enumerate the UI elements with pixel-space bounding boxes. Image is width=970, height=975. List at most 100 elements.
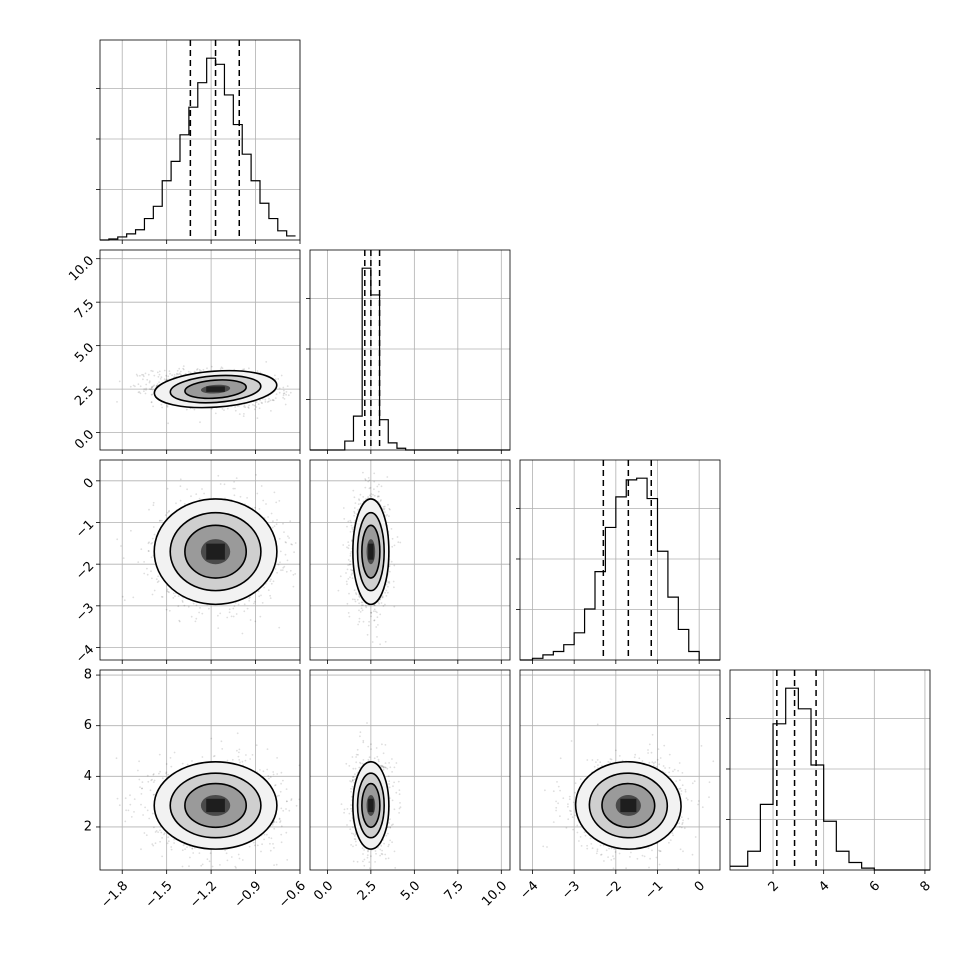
scatter-point [374, 495, 376, 497]
scatter-point [140, 385, 142, 387]
scatter-point [357, 624, 359, 626]
scatter-point [120, 545, 122, 547]
scatter-point [164, 370, 166, 372]
scatter-point [237, 732, 239, 734]
scatter-point [382, 595, 384, 597]
scatter-point [200, 370, 202, 372]
scatter-point [134, 798, 136, 800]
scatter-point [159, 374, 161, 376]
scatter-point [287, 385, 289, 387]
scatter-point [153, 375, 155, 377]
scatter-point [374, 609, 376, 611]
scatter-point [122, 596, 124, 598]
scatter-point [170, 757, 172, 759]
scatter-point [161, 407, 163, 409]
scatter-point [285, 404, 287, 406]
scatter-point [157, 383, 159, 385]
scatter-point [236, 477, 238, 479]
scatter-point [286, 571, 288, 573]
scatter-point [349, 520, 351, 522]
scatter-point [188, 865, 190, 867]
scatter-point [362, 609, 364, 611]
scatter-point [151, 394, 153, 396]
scatter-point [140, 392, 142, 394]
scatter-point [270, 410, 272, 412]
scatter-point [254, 845, 256, 847]
scatter-point [350, 531, 352, 533]
scatter-point [279, 392, 281, 394]
scatter-point [387, 592, 389, 594]
scatter-point [152, 594, 154, 596]
scatter-point [229, 608, 231, 610]
scatter-point [182, 849, 184, 851]
scatter-point [180, 500, 182, 502]
scatter-point [354, 507, 356, 509]
scatter-point [244, 404, 246, 406]
scatter-point [365, 605, 367, 607]
scatter-point [153, 504, 155, 506]
scatter-point [346, 583, 348, 585]
scatter-point [243, 413, 245, 415]
scatter-point [362, 472, 364, 474]
scatter-point [224, 850, 226, 852]
scatter-point [239, 762, 241, 764]
scatter-point [143, 388, 145, 390]
scatter-point [219, 864, 221, 866]
scatter-point [162, 596, 164, 598]
scatter-point [151, 387, 153, 389]
scatter-point [240, 496, 242, 498]
scatter-point [376, 486, 378, 488]
scatter-point [195, 618, 197, 620]
scatter-point [276, 523, 278, 525]
scatter-point [158, 376, 160, 378]
scatter-point [262, 602, 264, 604]
scatter-point [347, 569, 349, 571]
scatter-point [367, 634, 369, 636]
scatter-point [133, 385, 135, 387]
scatter-point [282, 523, 284, 525]
scatter-point [186, 409, 188, 411]
scatter-point [138, 760, 140, 762]
scatter-point [148, 509, 150, 511]
scatter-point [256, 744, 258, 746]
scatter-point [234, 488, 236, 490]
scatter-point [391, 546, 393, 548]
scatter-point [276, 572, 278, 574]
scatter-point [256, 493, 258, 495]
scatter-point [354, 589, 356, 591]
scatter-point [351, 574, 353, 576]
scatter-point [378, 603, 380, 605]
scatter-point [388, 508, 390, 510]
scatter-point [243, 610, 245, 612]
scatter-point [132, 597, 134, 599]
scatter-point [162, 777, 164, 779]
density-peak [206, 544, 225, 560]
scatter-point [180, 485, 182, 487]
scatter-point [189, 857, 191, 859]
scatter-point [370, 616, 372, 618]
scatter-point [255, 406, 257, 408]
scatter-point [281, 375, 283, 377]
density-peak [206, 386, 225, 391]
axes-frame [310, 250, 510, 450]
scatter-point [198, 612, 200, 614]
scatter-point [119, 381, 121, 383]
scatter-point [239, 413, 241, 415]
scatter-point [229, 611, 231, 613]
scatter-point [393, 581, 395, 583]
scatter-point [284, 392, 286, 394]
scatter-point [250, 619, 252, 621]
scatter-point [217, 627, 219, 629]
scatter-point [270, 850, 272, 852]
scatter-point [282, 397, 284, 399]
scatter-point [284, 398, 286, 400]
scatter-point [347, 541, 349, 543]
scatter-point [351, 572, 353, 574]
scatter-point [234, 605, 236, 607]
scatter-point [374, 619, 376, 621]
scatter-point [278, 564, 280, 566]
scatter-point [349, 563, 351, 565]
scatter-point [174, 374, 176, 376]
scatter-point [360, 503, 362, 505]
scatter-point [348, 559, 350, 561]
